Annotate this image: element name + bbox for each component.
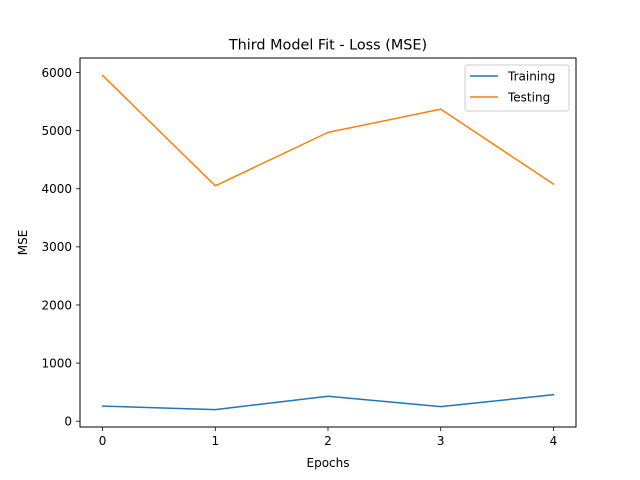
legend: Training Testing xyxy=(464,64,570,112)
chart-title: Third Model Fit - Loss (MSE) xyxy=(228,38,427,54)
x-tick-label: 1 xyxy=(211,434,219,448)
y-tick-label: 3000 xyxy=(41,240,72,254)
legend-label-training: Training xyxy=(507,70,555,84)
x-axis: 0 1 2 3 4 xyxy=(99,427,558,448)
y-tick-label: 6000 xyxy=(41,66,72,80)
series-layer xyxy=(101,74,555,411)
y-tick-label: 0 xyxy=(64,414,72,428)
y-axis-label: MSE xyxy=(16,230,30,256)
x-axis-label: Epochs xyxy=(307,456,350,470)
legend-label-testing: Testing xyxy=(507,91,550,105)
y-tick-label: 1000 xyxy=(41,356,72,370)
y-tick-label: 2000 xyxy=(41,298,72,312)
y-tick-label: 5000 xyxy=(41,124,72,138)
x-tick-label: 3 xyxy=(437,434,445,448)
series-line-testing xyxy=(101,74,555,187)
y-tick-label: 4000 xyxy=(41,182,72,196)
x-tick-label: 0 xyxy=(99,434,107,448)
series-line-training xyxy=(101,393,555,411)
x-tick-label: 2 xyxy=(324,434,332,448)
y-axis: 0 1000 2000 3000 4000 5000 6000 xyxy=(41,66,80,428)
x-tick-label: 4 xyxy=(550,434,558,448)
